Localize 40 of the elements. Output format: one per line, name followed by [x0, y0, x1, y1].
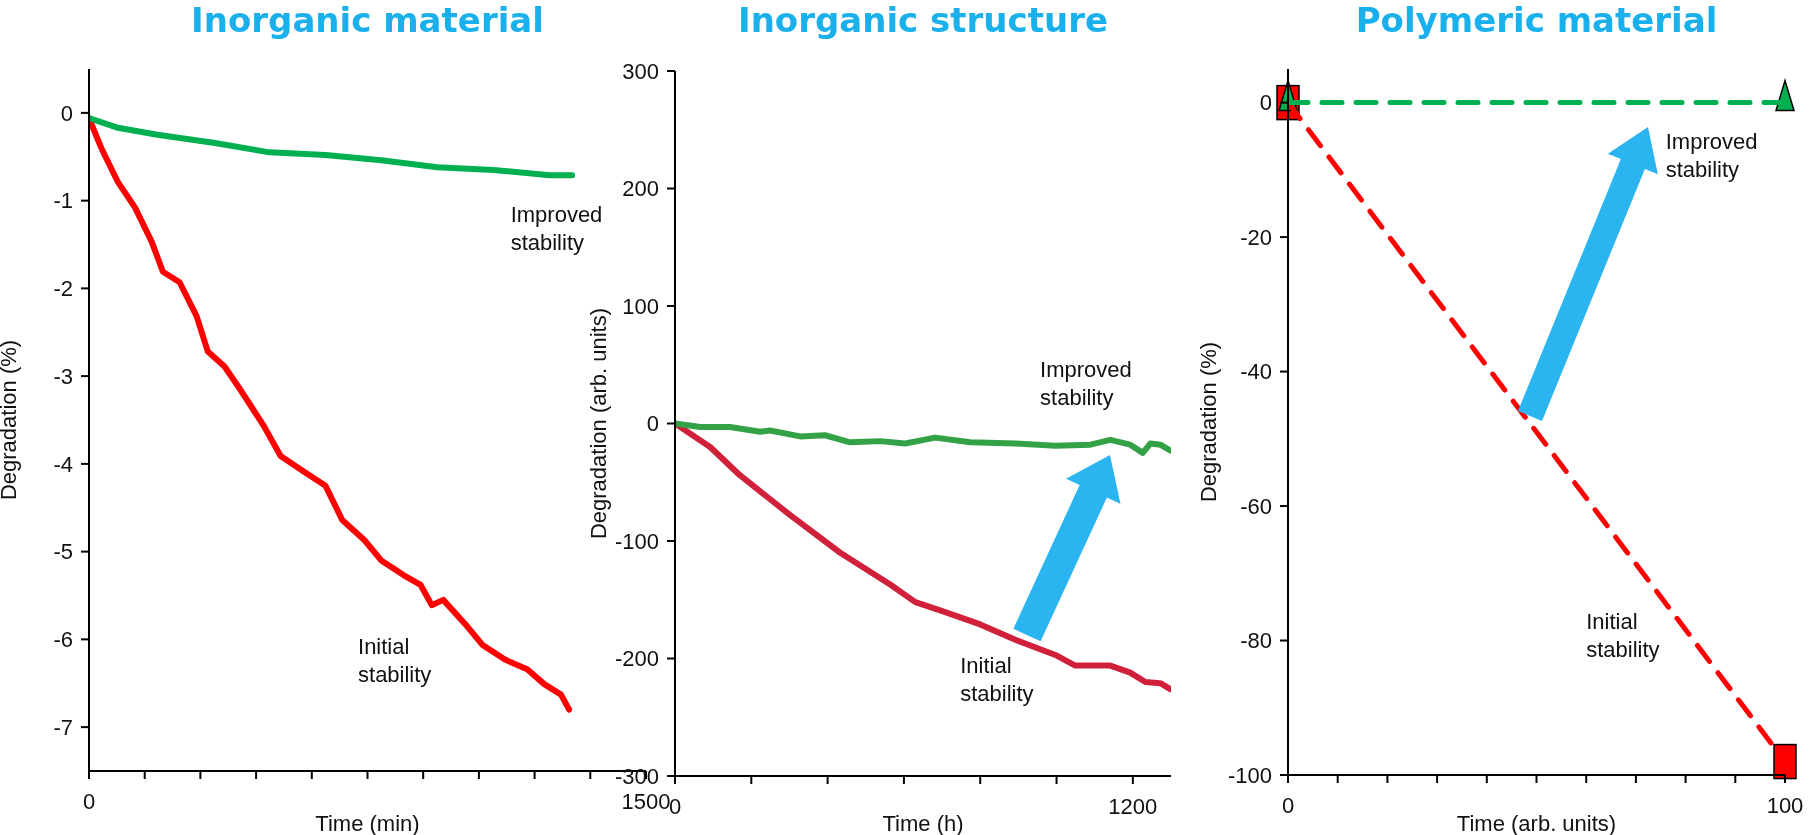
y-tick-label: 0 [646, 411, 659, 437]
annotation: Initial stability [960, 652, 1034, 706]
annotation: Improved stability [1665, 129, 1758, 183]
y-tick-label: 0 [60, 100, 73, 126]
y-tick-label: -5 [53, 539, 73, 565]
y-axis-title: Degradation (arb. units) [585, 307, 611, 540]
x-tick-label: 100 [1766, 792, 1804, 818]
x-tick-label: 1200 [1108, 793, 1158, 819]
x-tick-label: 0 [82, 788, 96, 814]
y-tick-label: -20 [1240, 224, 1272, 250]
chart-title: Inorganic structure [737, 0, 1109, 40]
y-tick-label: 300 [622, 58, 659, 84]
y-tick-label: -3 [53, 363, 73, 389]
y-tick-label: -40 [1240, 359, 1272, 385]
y-tick-label: -60 [1240, 493, 1272, 519]
annotation: Initial stability [358, 634, 432, 688]
chart-title: Polymeric material [1354, 0, 1719, 40]
y-tick-label: -80 [1240, 628, 1272, 654]
x-axis-title: Time (arb. units) [1456, 811, 1617, 835]
annotation: Improved stability [1040, 356, 1132, 410]
x-axis-title: Time (min) [315, 811, 420, 835]
y-axis-title: Degradation (%) [0, 339, 21, 501]
y-tick-label: -6 [53, 627, 73, 653]
y-tick-label: -1 [53, 188, 73, 214]
x-tick-label: 0 [1281, 792, 1295, 818]
y-tick-label: -100 [1227, 762, 1272, 788]
annotation: Initial stability [1586, 609, 1660, 663]
annotation: Improved stability [510, 202, 603, 256]
y-tick-label: -2 [53, 276, 73, 302]
y-tick-label: -4 [53, 451, 73, 477]
y-tick-label: -200 [614, 646, 659, 672]
y-axis-title: Degradation (%) [1195, 341, 1221, 503]
x-tick-label: 1500 [621, 788, 671, 814]
y-tick-label: 200 [622, 176, 659, 202]
chart-title: Inorganic material [190, 0, 545, 40]
x-axis-title: Time (h) [882, 811, 964, 835]
y-tick-label: -100 [614, 528, 659, 554]
y-tick-label: 0 [1259, 90, 1272, 116]
y-tick-label: 100 [622, 293, 659, 319]
y-tick-label: -7 [53, 714, 73, 740]
